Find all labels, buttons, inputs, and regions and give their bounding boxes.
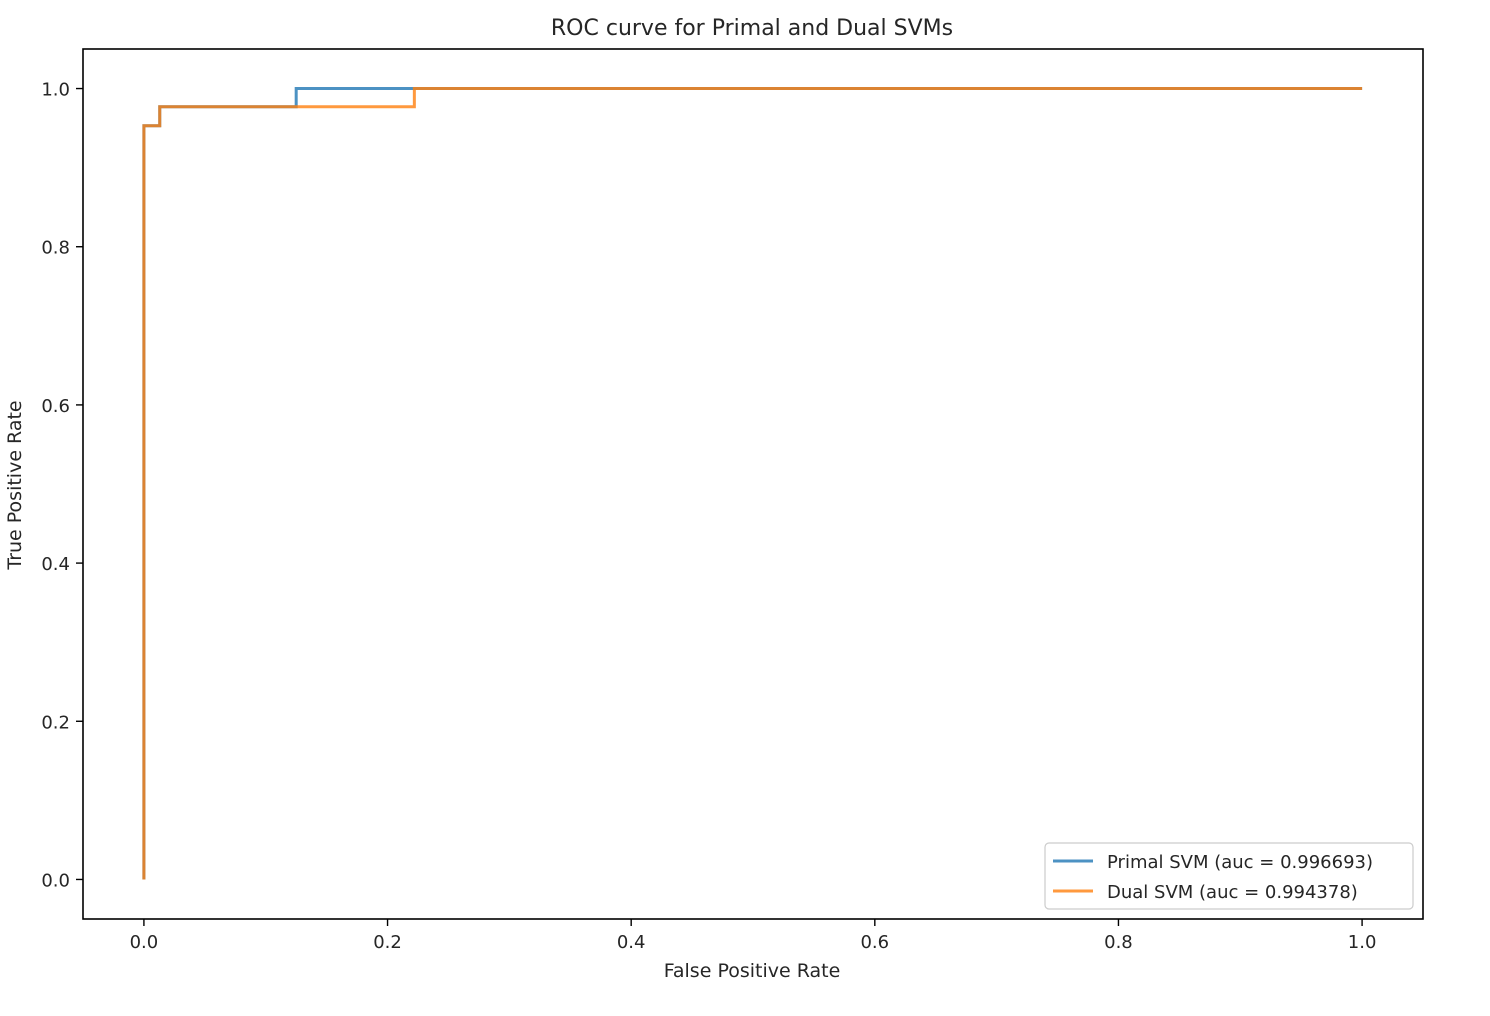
x-axis-label: False Positive Rate (664, 960, 841, 982)
axes-frame (82, 48, 1424, 920)
legend-label: Primal SVM (auc = 0.996693) (1107, 852, 1373, 873)
x-tick-label: 0.8 (1104, 932, 1133, 953)
y-tick-label: 0.6 (41, 396, 70, 417)
y-tick-label: 0.2 (41, 712, 70, 733)
y-tick-label: 1.0 (41, 80, 70, 101)
x-tick-label: 0.0 (130, 932, 159, 953)
legend-label: Dual SVM (auc = 0.994378) (1107, 882, 1358, 903)
x-tick-label: 1.0 (1348, 932, 1377, 953)
x-tick-label: 0.4 (617, 932, 646, 953)
x-tick-label: 0.2 (373, 932, 402, 953)
legend: Primal SVM (auc = 0.996693) Dual SVM (auc… (1044, 842, 1414, 910)
plot-area: 0.0 0.2 0.4 0.6 0.8 1.0 0.0 0.2 0.4 0.6 0.8 1.0 (41, 48, 1424, 953)
y-axis-label: True Positive Rate (4, 400, 26, 570)
y-tick-label: 0.4 (41, 554, 70, 575)
legend-box (1044, 842, 1414, 910)
series-line-dual-svm (142, 87, 1363, 880)
y-tick-label: 0.0 (41, 870, 70, 891)
x-tick-label: 0.6 (860, 932, 889, 953)
chart-title: ROC curve for Primal and Dual SVMs (551, 16, 953, 41)
y-tick-label: 0.8 (41, 238, 70, 259)
